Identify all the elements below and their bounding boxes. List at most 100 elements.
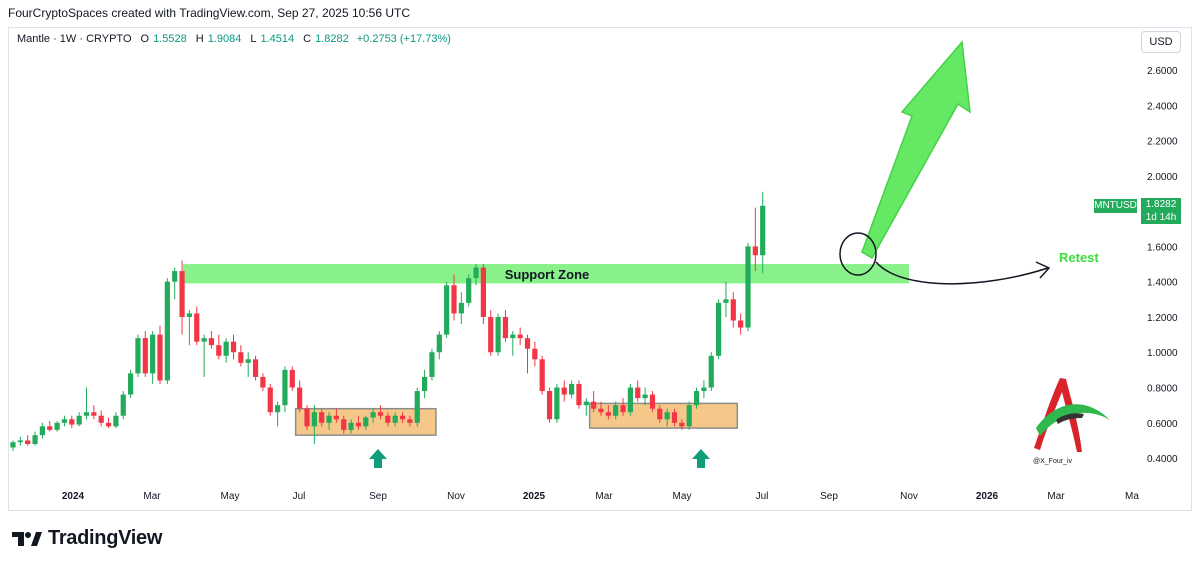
x-tick-label: 2024 bbox=[62, 491, 85, 502]
retest-curve-arrow bbox=[875, 261, 1049, 285]
candle-body bbox=[679, 422, 685, 427]
legend-high-label: H bbox=[195, 33, 204, 45]
candle-body bbox=[642, 394, 648, 399]
candle-body bbox=[392, 415, 398, 423]
candle-body bbox=[458, 302, 464, 314]
chart-frame bbox=[8, 27, 1192, 511]
candle-body bbox=[105, 422, 112, 427]
candle-body bbox=[532, 348, 538, 360]
currency-selector[interactable]: USD bbox=[1141, 31, 1181, 53]
candle-body bbox=[752, 246, 758, 256]
candle-body bbox=[76, 415, 82, 425]
y-tick-label: 2.4000 bbox=[1147, 101, 1178, 112]
consolidation-box-1 bbox=[294, 407, 437, 436]
candle-body bbox=[282, 369, 288, 406]
candle-body bbox=[495, 316, 501, 353]
candle-body bbox=[311, 412, 317, 427]
candle-body bbox=[473, 267, 479, 279]
x-tick-label: Nov bbox=[900, 491, 918, 502]
candle-body bbox=[223, 341, 229, 356]
retest-circle bbox=[839, 232, 877, 276]
x-tick-label: May bbox=[221, 491, 240, 502]
x-tick-label: 2026 bbox=[976, 491, 999, 502]
x-tick-label: 2025 bbox=[523, 491, 546, 502]
candle-body bbox=[120, 394, 126, 416]
candle-body bbox=[186, 313, 192, 317]
candles-layer bbox=[10, 191, 766, 452]
candle-body bbox=[664, 412, 670, 420]
candle-body bbox=[377, 412, 384, 416]
watermark-logo-red-stroke bbox=[1034, 378, 1082, 452]
legend-change: +0.2753 (+17.73%) bbox=[356, 33, 451, 45]
candle-body bbox=[730, 299, 736, 321]
candle-body bbox=[25, 440, 31, 444]
candle-body bbox=[260, 376, 266, 388]
candle-body bbox=[701, 387, 707, 392]
y-tick-label: 1.4000 bbox=[1147, 278, 1178, 289]
candle-body bbox=[539, 359, 545, 392]
tradingview-wordmark: TradingView bbox=[48, 527, 163, 549]
candle-body bbox=[39, 426, 45, 436]
candle-body bbox=[613, 405, 619, 416]
candle-body bbox=[238, 352, 244, 363]
candle-body bbox=[230, 341, 237, 353]
candle-body bbox=[157, 334, 163, 381]
time-axis: 2024 Mar May Jul Sep Nov 2025 Mar May Jul Sep Nov 20… bbox=[62, 491, 1140, 502]
annotations-layer: Support Zone Retest bbox=[369, 40, 1099, 468]
y-tick-label: 2.2000 bbox=[1147, 137, 1178, 148]
ohlc-legend: Mantle · 1W · CRYPTO O 1.5528 H 1.9084 L 1.… bbox=[17, 33, 451, 45]
candle-body bbox=[466, 278, 472, 303]
support-zone-band bbox=[183, 264, 909, 284]
candle-body bbox=[194, 313, 200, 342]
candle-body bbox=[517, 334, 523, 339]
candle-body bbox=[480, 267, 486, 317]
candle-body bbox=[47, 426, 53, 430]
candle-body bbox=[348, 422, 354, 430]
candle-body bbox=[69, 419, 75, 425]
candle-body bbox=[510, 334, 516, 339]
candle-body bbox=[716, 302, 722, 356]
candle-body bbox=[620, 405, 626, 413]
candle-body bbox=[289, 369, 295, 388]
candle-body bbox=[524, 338, 531, 349]
x-tick-label: Sep bbox=[369, 491, 387, 502]
candle-body bbox=[164, 281, 170, 381]
x-tick-label: Mar bbox=[595, 491, 613, 502]
candle-body bbox=[598, 408, 604, 413]
candle-body bbox=[414, 391, 420, 423]
retest-arrowhead-icon bbox=[1035, 261, 1051, 279]
attribution-text: FourCryptoSpaces created with TradingVie… bbox=[8, 6, 410, 20]
legend-low-value: 1.4514 bbox=[260, 33, 295, 45]
candle-body bbox=[657, 408, 663, 420]
candle-body bbox=[216, 345, 222, 356]
x-tick-label: Sep bbox=[820, 491, 838, 502]
candle-body bbox=[385, 415, 391, 423]
candle-body bbox=[745, 246, 751, 328]
candle-body bbox=[304, 408, 310, 427]
candle-body bbox=[252, 359, 259, 377]
candle-body bbox=[399, 415, 406, 420]
tradingview-logo-icon bbox=[12, 531, 42, 546]
candle-body bbox=[275, 405, 281, 413]
y-tick-label: 1.6000 bbox=[1147, 242, 1178, 253]
candle-body bbox=[422, 376, 428, 392]
candle-body bbox=[83, 412, 90, 416]
candle-body bbox=[150, 334, 156, 374]
y-tick-label: 2.6000 bbox=[1147, 66, 1178, 77]
candle-body bbox=[17, 440, 23, 443]
legend-high-value: 1.9084 bbox=[207, 33, 242, 45]
price-badge-value: 1.8282 bbox=[1141, 198, 1181, 211]
y-tick-label: 0.4000 bbox=[1147, 454, 1178, 465]
tradingview-brand[interactable]: TradingView bbox=[12, 527, 162, 550]
candle-body bbox=[554, 387, 560, 420]
consolidation-box-2 bbox=[588, 402, 739, 429]
x-tick-label: Mar bbox=[1047, 491, 1065, 502]
candle-body bbox=[297, 387, 303, 409]
y-tick-label: 0.6000 bbox=[1147, 419, 1178, 430]
bullish-arrow-icon bbox=[861, 40, 971, 260]
x-tick-label: Mar bbox=[143, 491, 161, 502]
candle-body bbox=[32, 435, 38, 444]
legend-low-label: L bbox=[250, 33, 257, 45]
x-tick-label: Nov bbox=[447, 491, 465, 502]
